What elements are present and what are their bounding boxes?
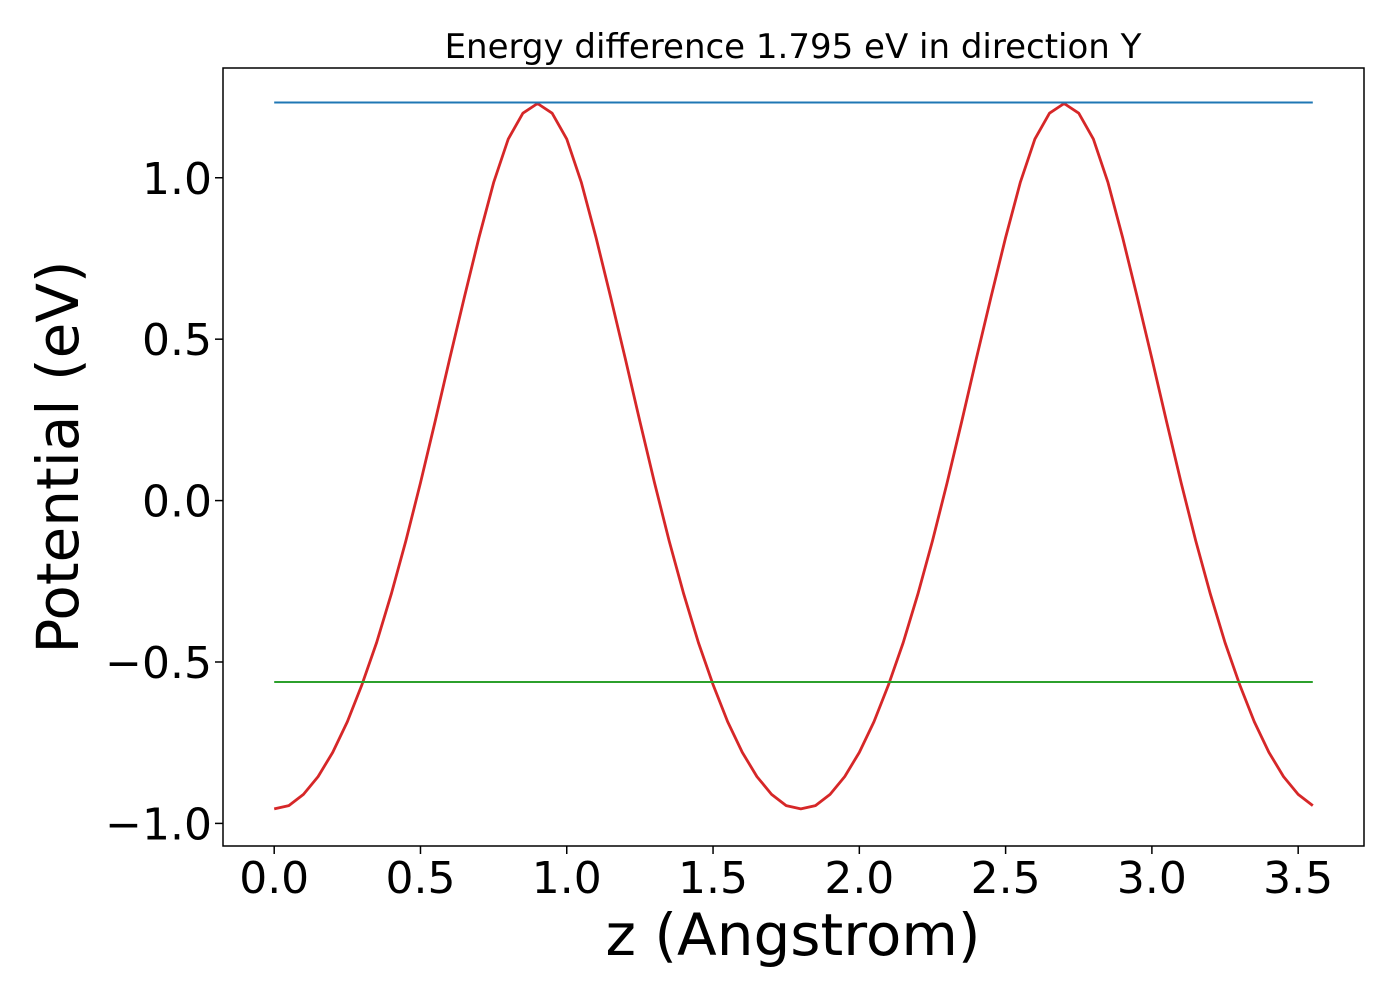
x-axis: 0.0 0.5 1.0 1.5 2.0 2.5 3.0 3.5 [239,846,1333,904]
y-tick-label: −1.0 [105,799,212,850]
y-axis-label: Potential (eV) [24,260,92,653]
x-tick-label: 0.0 [239,853,309,904]
x-tick-label: 2.5 [971,853,1041,904]
plot-area [273,101,1314,811]
y-tick-label: −0.5 [105,638,212,689]
x-tick-label: 3.0 [1117,853,1187,904]
x-tick-label: 1.0 [532,853,602,904]
x-tick-label: 2.0 [824,853,894,904]
chart-title: Energy difference 1.795 eV in direction … [445,27,1142,67]
x-tick-label: 1.5 [678,853,748,904]
x-tick-label: 3.5 [1263,853,1333,904]
plot-frame [222,67,1365,847]
y-axis: −1.0 −0.5 0.0 0.5 1.0 [105,154,223,850]
x-tick-label: 0.5 [385,853,455,904]
y-tick-label: 0.0 [142,477,212,528]
y-tick-label: 0.5 [142,315,212,366]
x-axis-label: z (Angstrom) [606,901,981,969]
y-tick-label: 1.0 [142,154,212,205]
series-line-0 [273,102,1314,811]
